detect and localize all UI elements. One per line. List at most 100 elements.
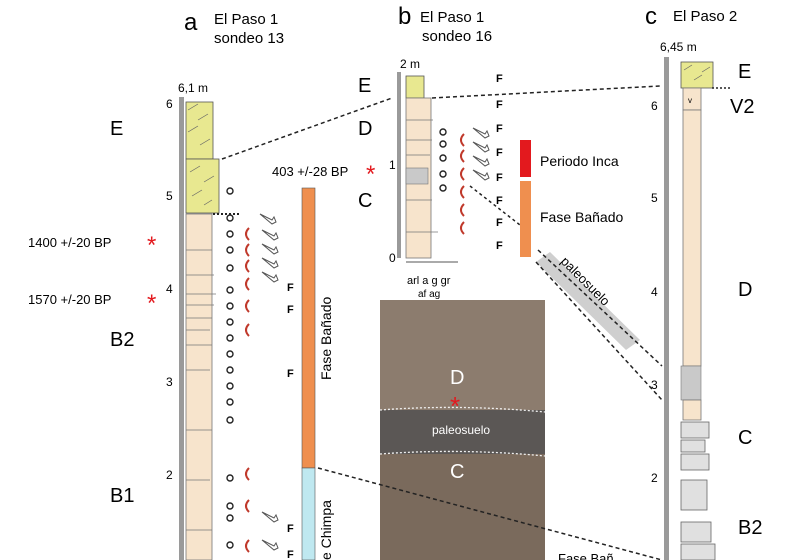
scale-tick: 6: [166, 97, 173, 111]
radiocarbon-date: 1400 +/-20 BP: [28, 235, 111, 250]
fase-chimpa-bar: [301, 467, 316, 560]
unit-label: E: [110, 118, 123, 140]
column-subtitle: sondeo 13: [214, 30, 284, 47]
cross-bedding: [187, 103, 215, 206]
grain-scale-row2: af ag: [418, 289, 440, 300]
photo-unit-label: D: [450, 367, 464, 389]
fossil-mark: F: [287, 549, 294, 560]
unit-label: C: [358, 190, 372, 212]
column-a-header: a El Paso 1 sondeo 13: [184, 9, 284, 47]
unit-e-layer: [185, 158, 220, 214]
gravel-circles-a: [226, 187, 234, 549]
layer-boundaries: [186, 249, 216, 531]
fossil-mark: F: [287, 368, 294, 380]
radiocarbon-date: 1570 +/-20 BP: [28, 292, 111, 307]
top-depth-label: 6,45 m: [660, 40, 697, 54]
shell-crescents-b: [460, 133, 465, 235]
fossil-mark: F: [496, 217, 503, 229]
column-letter: b: [398, 3, 411, 30]
fossil-mark: F: [496, 147, 503, 159]
fase-chimpa-vertical-label: e Chimpa: [318, 500, 334, 560]
paleosol-layer: [405, 167, 429, 185]
depth-scale-a: 6 5 4 3 2: [166, 97, 173, 482]
column-subtitle: sondeo 16: [422, 28, 492, 45]
sand-layers: [682, 399, 702, 421]
asterisk-icon: *: [366, 161, 375, 188]
scale-tick: 0: [389, 251, 396, 265]
fase-banado-bar: [301, 187, 316, 469]
scale-bar: [397, 72, 401, 258]
grain-scale-row1: arl a g gr: [407, 275, 451, 287]
photo-unit-d: [380, 300, 545, 410]
paleosuelo-band: paleosuelo: [536, 252, 640, 350]
fossil-mark: F: [496, 73, 503, 85]
fase-banado-label: Fase Bañado: [540, 209, 623, 225]
column-title: El Paso 1: [420, 9, 484, 26]
unit-labels-a: E B2 B1: [110, 118, 134, 507]
gravel-circles-b: [439, 128, 447, 192]
layer-boundaries: [406, 119, 438, 233]
scale-tick: 6: [651, 99, 658, 113]
periodo-inca-label: Periodo Inca: [540, 153, 619, 169]
bone-icons-a: [259, 213, 279, 551]
asterisk-icon: *: [147, 232, 156, 259]
column-letter: c: [645, 3, 657, 30]
bone-icons-b: [472, 127, 490, 181]
column-title: El Paso 1: [214, 11, 278, 28]
fossil-mark: F: [496, 240, 503, 252]
unit-e-layer: [680, 61, 714, 89]
scale-tick: 5: [166, 189, 173, 203]
scale-bar: [664, 57, 669, 560]
unit-labels-b: E D C: [358, 75, 372, 212]
depth-scale-c: 6 5 4 3 2: [651, 99, 658, 485]
fossil-mark: F: [496, 123, 503, 135]
photo-paleosol: [380, 410, 545, 454]
column-letter: a: [184, 9, 198, 36]
shell-crescents-a: [245, 227, 250, 553]
cross-bedded-layers: [680, 421, 716, 560]
scale-tick: 2: [166, 468, 173, 482]
fossil-mark: F: [496, 99, 503, 111]
cross-bedding: [683, 64, 711, 81]
radiocarbon-date: 403 +/-28 BP: [272, 164, 348, 179]
unit-label: B2: [110, 329, 134, 351]
periodo-inca-swatch: [520, 140, 531, 177]
fase-banado-swatch: [520, 181, 531, 257]
column-c-header: c El Paso 2: [645, 3, 737, 30]
scale-tick: 4: [651, 285, 658, 299]
paleosol-layer: [680, 365, 702, 401]
fossil-mark: F: [287, 523, 294, 535]
correlation-line: [469, 185, 521, 226]
photo-unit-label: C: [450, 461, 464, 483]
photo-paleosuelo-label: paleosuelo: [432, 423, 490, 437]
scale-tick: 3: [166, 375, 173, 389]
sand-layers: [682, 109, 702, 367]
unit-label: D: [738, 279, 752, 301]
photo-contact-line: [379, 450, 546, 457]
column-b-header: b El Paso 1 sondeo 16: [398, 3, 492, 45]
top-depth-label: 6,1 m: [178, 81, 208, 95]
unit-labels-c: E V2 D C B2: [730, 61, 762, 539]
fossil-marks-b: F F F F F F F F: [496, 73, 503, 252]
top-depth-label: 2 m: [400, 57, 420, 71]
fossil-mark: F: [287, 282, 294, 294]
fossil-mark: F: [496, 195, 503, 207]
unit-label: B1: [110, 485, 134, 507]
fossil-mark: F: [496, 172, 503, 184]
unit-e-layer: [405, 75, 425, 99]
scale-tick: 3: [651, 378, 658, 392]
volcanic-symbol: v: [688, 96, 692, 105]
photo-contact-line: [379, 406, 546, 413]
asterisk-icon: *: [450, 391, 460, 421]
unit-label: V2: [730, 96, 754, 118]
unit-label: D: [358, 118, 372, 140]
scale-bar: [179, 97, 184, 560]
unit-label: C: [738, 427, 752, 449]
column-title: El Paso 2: [673, 8, 737, 25]
field-photo: D * paleosuelo C: [379, 300, 546, 560]
asterisk-icon: *: [147, 290, 156, 317]
unit-v2-layer: [682, 87, 702, 111]
fossil-marks-a: F F F F F: [287, 282, 294, 560]
scale-tick: 4: [166, 282, 173, 296]
